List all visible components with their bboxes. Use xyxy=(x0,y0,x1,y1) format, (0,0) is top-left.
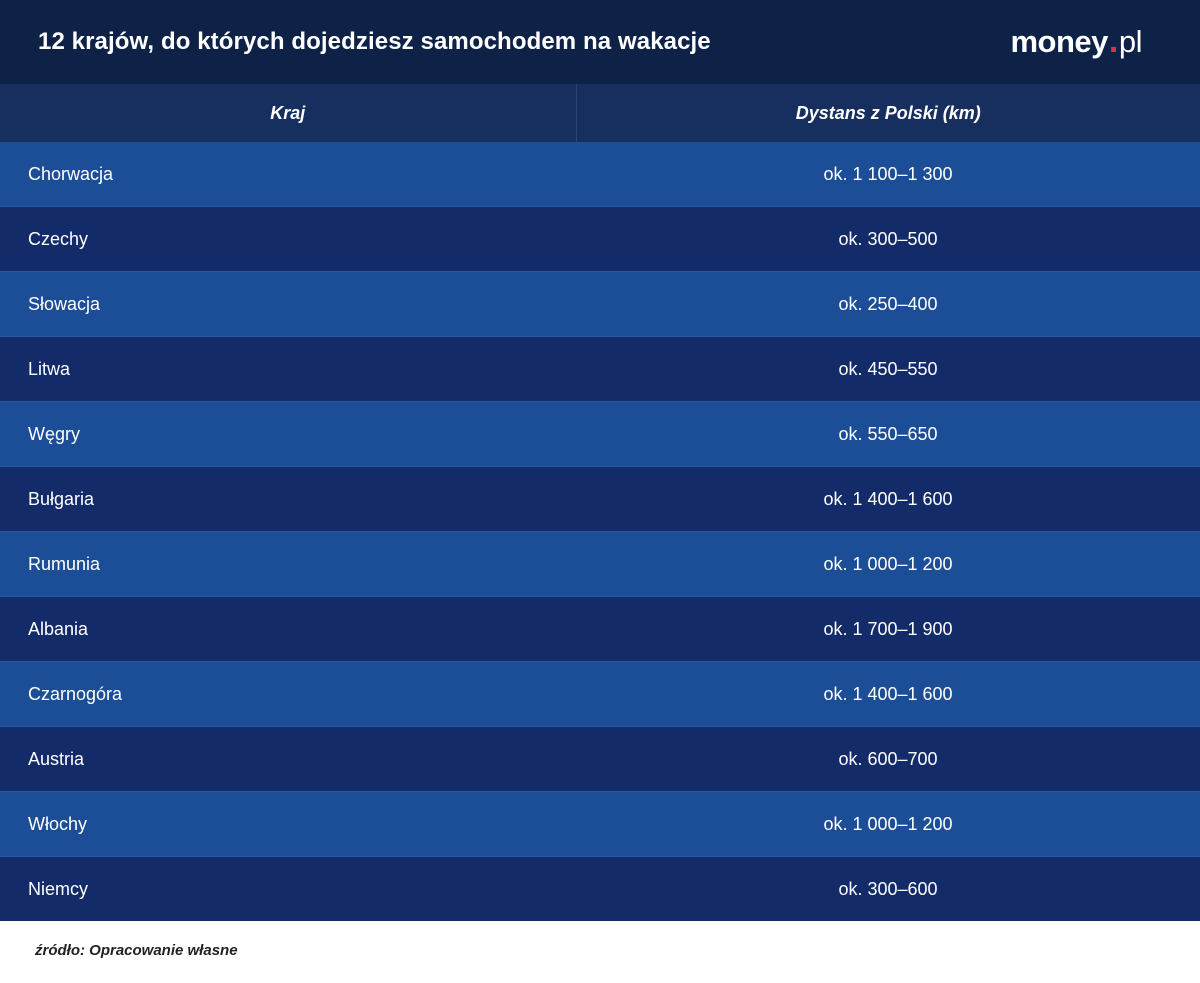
table-header-row: Kraj Dystans z Polski (km) xyxy=(0,84,1200,142)
country-cell: Niemcy xyxy=(0,856,576,921)
source-note: źródło: Opracowanie własne xyxy=(35,942,238,959)
table-row: Chorwacja ok. 1 100–1 300 xyxy=(0,142,1200,207)
table-row: Słowacja ok. 250–400 xyxy=(0,271,1200,337)
table-row: Węgry ok. 550–650 xyxy=(0,401,1200,467)
country-cell: Czechy xyxy=(0,206,576,272)
distance-cell: ok. 1 400–1 600 xyxy=(576,466,1200,532)
country-cell: Austria xyxy=(0,726,576,792)
country-cell: Albania xyxy=(0,596,576,662)
distance-cell: ok. 550–650 xyxy=(576,401,1200,467)
distance-cell: ok. 1 100–1 300 xyxy=(576,142,1200,207)
page-title: 12 krajów, do których dojedziesz samocho… xyxy=(38,28,711,55)
country-cell: Węgry xyxy=(0,401,576,467)
column-header-distance: Dystans z Polski (km) xyxy=(576,84,1200,142)
country-cell: Włochy xyxy=(0,791,576,857)
table-row: Austria ok. 600–700 xyxy=(0,726,1200,792)
distance-cell: ok. 250–400 xyxy=(576,271,1200,337)
table-row: Bułgaria ok. 1 400–1 600 xyxy=(0,466,1200,532)
table-row: Czarnogóra ok. 1 400–1 600 xyxy=(0,661,1200,727)
country-cell: Litwa xyxy=(0,336,576,402)
country-cell: Słowacja xyxy=(0,271,576,337)
distance-cell: ok. 300–600 xyxy=(576,856,1200,921)
country-cell: Chorwacja xyxy=(0,142,576,207)
table-row: Niemcy ok. 300–600 xyxy=(0,856,1200,921)
country-cell: Rumunia xyxy=(0,531,576,597)
table-body: Chorwacja ok. 1 100–1 300 Czechy ok. 300–50… xyxy=(0,142,1200,921)
table-row: Rumunia ok. 1 000–1 200 xyxy=(0,531,1200,597)
logo-main: money xyxy=(1010,24,1108,59)
distance-cell: ok. 600–700 xyxy=(576,726,1200,792)
distance-table: Kraj Dystans z Polski (km) Chorwacja ok. … xyxy=(0,84,1200,921)
table-row: Litwa ok. 450–550 xyxy=(0,336,1200,402)
money-pl-logo[interactable]: money. pl xyxy=(1010,22,1143,60)
distance-cell: ok. 300–500 xyxy=(576,206,1200,272)
distance-cell: ok. 1 000–1 200 xyxy=(576,531,1200,597)
header: 12 krajów, do których dojedziesz samocho… xyxy=(0,0,1200,84)
country-cell: Bułgaria xyxy=(0,466,576,532)
table-row: Czechy ok. 300–500 xyxy=(0,206,1200,272)
distance-cell: ok. 1 000–1 200 xyxy=(576,791,1200,857)
distance-cell: ok. 450–550 xyxy=(576,336,1200,402)
distance-cell: ok. 1 400–1 600 xyxy=(576,661,1200,727)
column-header-country: Kraj xyxy=(0,84,577,142)
country-cell: Czarnogóra xyxy=(0,661,576,727)
table-row: Albania ok. 1 700–1 900 xyxy=(0,596,1200,662)
logo-tld: pl xyxy=(1118,24,1143,59)
table-row: Włochy ok. 1 000–1 200 xyxy=(0,791,1200,857)
distance-cell: ok. 1 700–1 900 xyxy=(576,596,1200,662)
